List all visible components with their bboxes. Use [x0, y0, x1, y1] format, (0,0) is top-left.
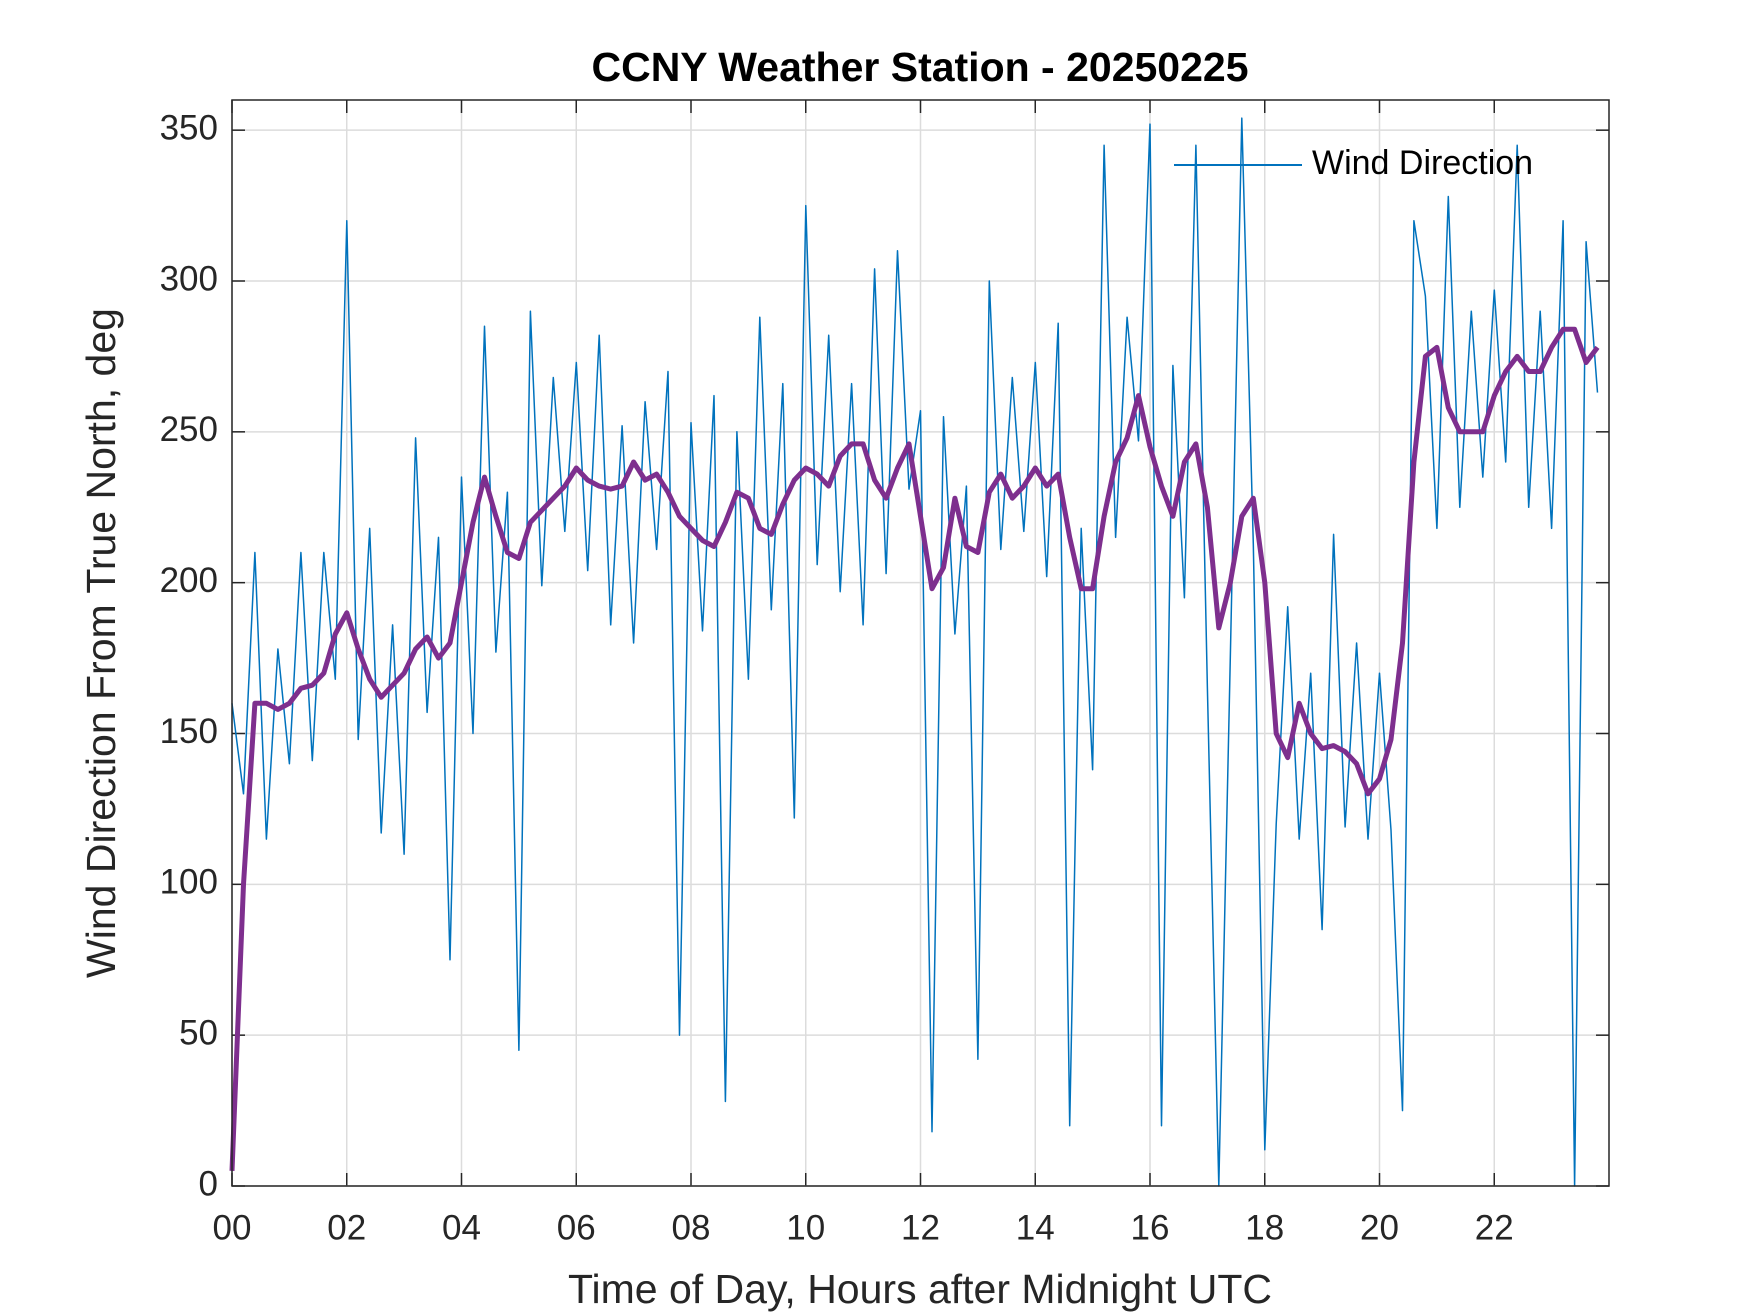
x-tick-label: 18 [1245, 1208, 1284, 1247]
x-tick-label: 08 [672, 1208, 711, 1247]
data-line [229, 326, 1600, 1172]
plot-frame [231, 99, 1610, 1187]
x-tick-label: 10 [786, 1208, 825, 1247]
x-tick-label: 12 [901, 1208, 940, 1247]
x-axis-label: Time of Day, Hours after Midnight UTC [568, 1266, 1272, 1312]
x-tick-label: 22 [1475, 1208, 1514, 1247]
y-tick-label: 150 [160, 712, 218, 751]
data-line [231, 117, 1599, 1187]
y-tick-label: 50 [179, 1013, 218, 1052]
y-tick-label: 200 [160, 561, 218, 600]
y-tick-label: 100 [160, 863, 218, 902]
y-tick-label: 300 [160, 259, 218, 298]
x-tick-label: 06 [557, 1208, 596, 1247]
chart-title: CCNY Weather Station - 20250225 [591, 44, 1248, 90]
y-tick-label: 0 [199, 1164, 218, 1203]
x-tick-label: 14 [1016, 1208, 1055, 1247]
y-axis-label: Wind Direction From True North, deg [78, 308, 124, 978]
x-tick-label: 02 [327, 1208, 366, 1247]
y-tick-label: 350 [160, 108, 218, 147]
x-tick-label: 00 [213, 1208, 252, 1247]
x-tick-label: 20 [1360, 1208, 1399, 1247]
y-tick-label: 250 [160, 410, 218, 449]
legend-label: Wind Direction [1312, 144, 1533, 182]
x-tick-label: 04 [442, 1208, 481, 1247]
x-tick-label: 16 [1131, 1208, 1170, 1247]
